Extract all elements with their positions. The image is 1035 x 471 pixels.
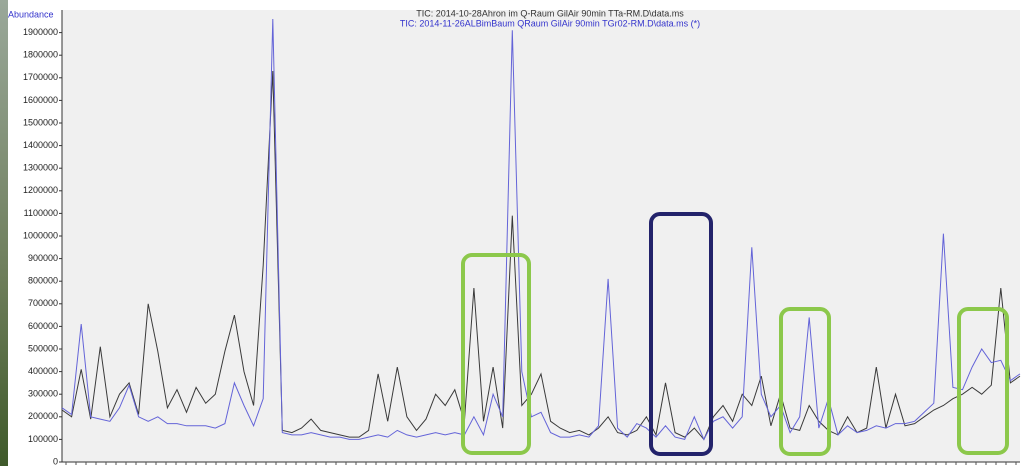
y-tick-label: 0 [53,456,58,466]
y-tick-label: 1000000 [23,230,58,240]
y-tick-label: 1800000 [23,50,58,60]
series-title: TIC: 2014-11-26ALBimBaum QRaum GilAir 90… [400,18,700,28]
plot-area [62,10,1020,462]
y-tick-label: 1200000 [23,185,58,195]
y-tick-label: 100000 [28,434,58,444]
y-tick-label: 400000 [28,366,58,376]
highlight-box [779,307,831,456]
y-tick-label: 1400000 [23,140,58,150]
highlight-box [957,307,1009,455]
y-tick-label: 1300000 [23,163,58,173]
y-tick-label: 500000 [28,343,58,353]
series-title: TIC: 2014-10-28Ahron im Q-Raum GilAir 90… [416,8,684,18]
y-tick-label: 900000 [28,253,58,263]
highlight-box [649,212,713,456]
highlight-box [461,253,531,455]
y-tick-label: 1900000 [23,27,58,37]
y-tick-label: 300000 [28,389,58,399]
y-tick-label: 1700000 [23,72,58,82]
photo-strip [0,0,8,466]
series-line [61,70,1021,441]
y-tick-label: 200000 [28,411,58,421]
y-tick-label: 1100000 [24,208,58,218]
y-tick-label: 1600000 [23,95,58,105]
y-tick-label: 600000 [28,321,58,331]
y-tick-label: 700000 [28,298,58,308]
y-axis-label: Abundance [8,9,54,19]
highlight-boxes [461,212,1009,456]
y-tick-label: 1500000 [23,117,58,127]
y-tick-label: 800000 [28,276,58,286]
series-line [61,18,1021,441]
